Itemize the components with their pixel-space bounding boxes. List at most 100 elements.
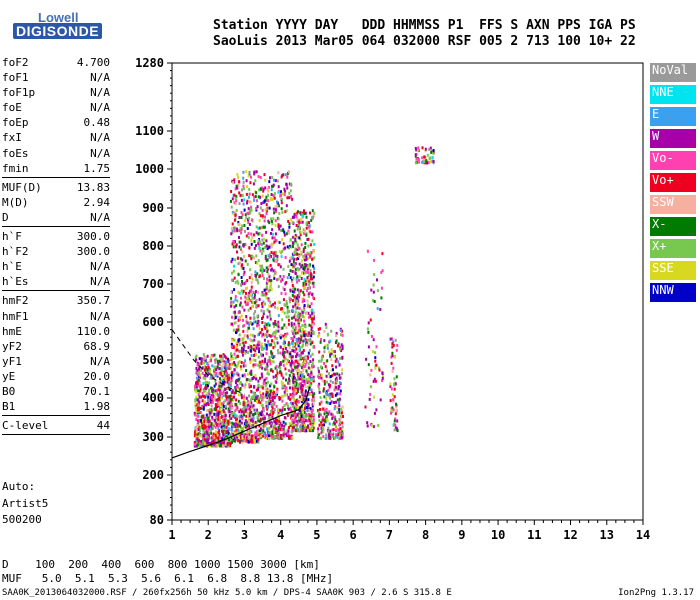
echo-point — [197, 438, 200, 442]
echo-point — [249, 359, 252, 363]
echo-point — [213, 398, 216, 402]
echo-point — [309, 277, 312, 281]
echo-point — [270, 245, 273, 249]
echo-point — [246, 279, 249, 282]
echo-point — [324, 365, 327, 368]
echo-point — [305, 289, 308, 293]
echo-point — [287, 318, 290, 322]
param-row: B1 1.98 — [2, 399, 110, 414]
echo-point — [395, 402, 397, 406]
echo-point — [381, 372, 384, 375]
echo-point — [306, 286, 309, 290]
echo-point — [304, 415, 307, 419]
echo-point — [202, 433, 205, 437]
echo-point — [252, 404, 255, 408]
echo-point — [230, 232, 233, 236]
echo-point — [266, 277, 268, 281]
echo-point — [317, 384, 320, 388]
echo-point — [274, 232, 277, 236]
echo-point — [265, 376, 268, 380]
echo-point — [302, 281, 305, 285]
echo-point — [286, 308, 289, 312]
echo-point — [199, 373, 202, 377]
echo-point — [249, 208, 252, 211]
echo-point — [248, 209, 251, 213]
echo-point — [339, 392, 342, 396]
echo-point — [276, 254, 279, 258]
echo-point — [253, 394, 256, 398]
echo-point — [247, 207, 250, 211]
echo-point — [380, 270, 383, 274]
echo-point — [273, 331, 276, 334]
echo-point — [206, 392, 209, 395]
echo-point — [278, 211, 281, 215]
echo-point — [248, 187, 251, 191]
echo-point — [299, 385, 302, 389]
echo-point — [341, 368, 344, 372]
echo-point — [224, 404, 227, 408]
echo-point — [291, 404, 294, 408]
echo-point — [380, 286, 383, 290]
echo-point — [322, 435, 325, 439]
echo-point — [252, 327, 255, 331]
echo-point — [302, 214, 305, 218]
echo-point — [309, 315, 312, 319]
echo-point — [241, 213, 244, 217]
echo-point — [306, 279, 309, 283]
echo-point — [270, 354, 273, 358]
echo-point — [202, 382, 205, 385]
echo-point — [312, 413, 315, 417]
echo-point — [263, 432, 266, 436]
echo-point — [242, 266, 245, 270]
echo-point — [309, 269, 312, 272]
echo-point — [239, 365, 242, 369]
echo-point — [331, 350, 334, 353]
x-tick-label: 7 — [386, 528, 393, 542]
echo-point — [204, 365, 207, 369]
echo-point — [299, 338, 302, 341]
echo-point — [259, 206, 262, 210]
echo-point — [216, 423, 219, 427]
echo-point — [198, 384, 201, 388]
echo-point — [248, 223, 251, 226]
echo-point — [235, 341, 238, 345]
echo-point — [374, 359, 377, 363]
echo-point — [273, 274, 276, 278]
echo-point — [323, 362, 326, 365]
echo-point — [311, 317, 313, 321]
echo-point — [307, 279, 310, 283]
echo-point — [267, 289, 270, 293]
echo-point — [307, 271, 310, 274]
echo-point — [266, 402, 269, 406]
echo-point — [218, 402, 221, 406]
echo-point — [259, 249, 262, 253]
echo-point — [285, 361, 288, 365]
echo-point — [279, 366, 282, 370]
echo-point — [293, 361, 296, 365]
echo-point — [196, 382, 199, 386]
echo-point — [274, 335, 277, 339]
echo-point — [414, 161, 417, 165]
param-value: 110.0 — [76, 324, 110, 338]
echo-point — [311, 341, 314, 345]
param-name: h`F — [2, 230, 22, 244]
echo-point — [332, 432, 335, 436]
echo-point — [298, 348, 301, 351]
echo-point — [341, 372, 344, 376]
echo-point — [307, 416, 310, 420]
echo-point — [265, 287, 268, 291]
echo-point — [233, 288, 236, 292]
echo-point — [279, 428, 282, 431]
echo-point — [306, 238, 309, 241]
echo-point — [288, 346, 291, 350]
echo-point — [193, 441, 196, 444]
echo-point — [296, 252, 299, 256]
echo-point — [248, 385, 251, 389]
echo-point — [218, 395, 221, 399]
echo-point — [301, 345, 304, 349]
echo-point — [217, 373, 220, 377]
echo-point — [308, 333, 311, 337]
echo-point — [265, 212, 268, 216]
echo-point — [285, 402, 288, 406]
echo-point — [292, 381, 295, 385]
